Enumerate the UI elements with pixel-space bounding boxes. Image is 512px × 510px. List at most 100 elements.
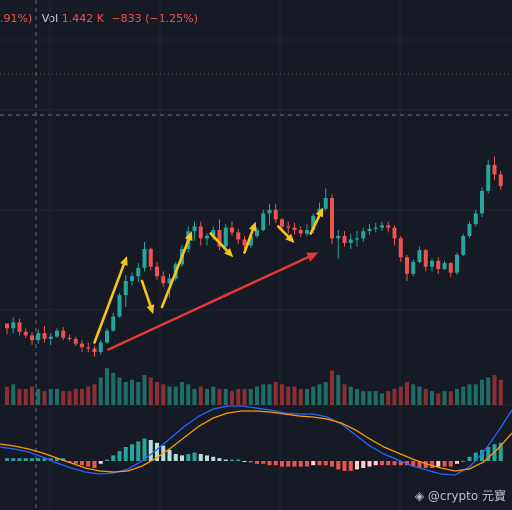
volume-bar [98, 377, 103, 405]
candle-body [323, 198, 328, 209]
volume-bar [17, 388, 22, 405]
macd-histogram-bar [155, 442, 159, 461]
macd-histogram-bar [42, 458, 47, 461]
macd-histogram-bar [142, 438, 147, 461]
yellow-arrow-shaft [209, 232, 229, 253]
volume-bar [461, 386, 466, 405]
candle-body [480, 190, 484, 214]
candle-body [11, 322, 16, 329]
candle-body [280, 219, 284, 227]
macd-histogram-bar [473, 452, 478, 461]
volume-bar [167, 386, 172, 405]
macd-histogram-bar [248, 461, 253, 463]
macd-histogram-bar [305, 461, 309, 467]
volume-bar [386, 391, 391, 405]
volume-bar [355, 388, 359, 405]
signal-line [0, 410, 512, 473]
candle-body [386, 225, 391, 228]
volume-bar [430, 391, 434, 405]
volume-bar [148, 377, 153, 405]
volume-bar [67, 391, 72, 405]
macd-histogram-bar [242, 461, 247, 462]
candle-body [467, 224, 472, 236]
volume-bar [273, 382, 278, 405]
macd-histogram-bar [467, 456, 472, 461]
candle-body [373, 227, 378, 229]
candle-body [155, 266, 159, 277]
macd-histogram-bar [198, 454, 203, 461]
macd-histogram-bar [436, 461, 441, 467]
candle-body [23, 331, 28, 336]
volume-bar [48, 388, 53, 405]
watermark-text: @crypto 元寶 [427, 489, 506, 503]
volume-bar [211, 386, 216, 405]
candle-body [242, 239, 247, 246]
red-arrow-head [306, 252, 319, 262]
candle-body [273, 209, 278, 220]
candle-body [117, 295, 122, 317]
candle-body [355, 238, 359, 240]
volume-bar [467, 384, 472, 405]
candle-body [411, 261, 416, 274]
macd-histogram-bar [255, 461, 259, 464]
macd-histogram-bar [123, 447, 128, 461]
macd-histogram-bar [5, 458, 9, 461]
volume-bar [455, 388, 459, 405]
macd-histogram-bar [311, 461, 316, 466]
macd-histogram-bar [30, 458, 34, 461]
yellow-arrow-head [184, 231, 193, 242]
volume-bar [80, 388, 84, 405]
volume-bar [217, 388, 222, 405]
macd-histogram-bar [292, 461, 297, 467]
volume-bar [480, 379, 484, 405]
macd-histogram-bar [323, 461, 328, 466]
candle-body [330, 198, 334, 239]
volume-bar [111, 372, 116, 405]
macd-histogram-bar [392, 461, 397, 466]
volume-value: 1.442 K [61, 12, 104, 25]
volume-bar [261, 384, 266, 405]
volume-bar [442, 391, 447, 405]
yellow-arrow-shaft [276, 225, 290, 238]
volume-bar [248, 388, 253, 405]
volume-bar [242, 388, 247, 405]
macd-histogram-bar [130, 444, 134, 461]
volume-bar [130, 379, 134, 405]
candle-body [405, 257, 409, 274]
macd-histogram-bar [286, 461, 291, 467]
macd-histogram-bar [317, 461, 322, 466]
candle-body [292, 227, 297, 230]
macd-histogram-bar [236, 459, 241, 461]
macd-histogram-bar [367, 461, 372, 467]
volume-bar [398, 386, 403, 405]
volume-bar [423, 388, 428, 405]
candle-body [498, 174, 503, 187]
volume-bar [330, 370, 334, 405]
watermark-icon: ◈ [414, 489, 425, 503]
candle-body [286, 226, 291, 228]
volume-bar [36, 388, 41, 405]
candle-body [67, 337, 72, 339]
macd-histogram-bar [486, 447, 491, 461]
legend-header: .91%) Vol 1.442 K −833 (−1.25%) [0, 12, 198, 25]
candle-body [80, 343, 84, 348]
candle-body [61, 330, 66, 338]
macd-histogram-bar [167, 449, 172, 461]
volume-bar [61, 391, 66, 405]
volume-bar [486, 377, 491, 405]
volume-bar [298, 388, 303, 405]
volume-bar [323, 382, 328, 405]
volume-bar [42, 391, 47, 405]
candle-body [436, 260, 441, 270]
volume-bar [86, 386, 91, 405]
candle-body [342, 235, 347, 244]
candle-body [198, 226, 203, 239]
candle-body [248, 235, 253, 246]
volume-bar [336, 375, 341, 405]
volume-bar [105, 368, 109, 405]
candle-body [448, 263, 453, 273]
macd-histogram-bar [455, 461, 459, 464]
macd-histogram-bar [148, 440, 153, 461]
candle-body [255, 230, 259, 236]
